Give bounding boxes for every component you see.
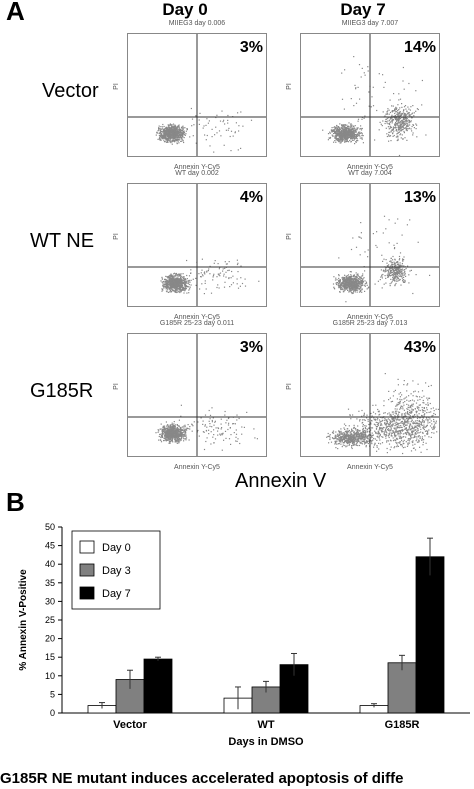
percent-label: 4% [239,189,263,206]
flow-plot-wt-day0: WT day 0.002 4% Annexin Y-Cy5 PI [113,170,267,321]
y-axis-title: % Annexin V-Positive [18,569,29,671]
plot-title: WT day 7.004 [348,170,392,177]
percent-label: 13% [403,189,436,206]
y-axis-label: PI [285,83,293,90]
x-axis-title: Days in DMSO [228,736,304,748]
bar-chart: 0 5 10 15 20 25 30 35 40 45 50 % Annexin V-Positive… [18,522,470,748]
day7-heading: Day 7 [340,0,386,19]
y-axis-label: PI [112,383,120,390]
scatter-cloud [127,333,267,457]
x-axis-label: Annexin Y-Cy5 [347,314,393,321]
y-tick-label: 25 [45,615,55,625]
scatter-cloud [300,33,440,157]
category-label: WT [257,719,274,731]
percent-label: 3% [239,339,263,356]
legend-swatch [79,586,95,600]
row-label-wt: WT NE [30,230,95,252]
figure-caption: G185R NE mutant induces accelerated apop… [0,770,404,787]
flow-plot-g185r-day0: G185R 25-23 day 0.011 3% Annexin Y-Cy5 P… [113,320,267,471]
scatter-cloud [300,333,440,457]
y-tick-label: 20 [45,634,55,644]
plot-title: G185R 25-23 day 0.011 [159,320,235,327]
legend-label: Day 3 [102,565,131,577]
flow-plot-vector-day7: MIIEG3 day 7.007 14% Annexin Y-Cy5 PI [286,20,440,171]
y-tick-label: 5 [50,689,55,699]
row-label-g185r: G185R [30,380,94,402]
y-tick-label: 30 [45,596,55,606]
panel-b-letter: B [6,487,25,517]
y-axis-label: PI [112,233,120,240]
x-axis-label: Annexin Y-Cy5 [347,164,393,171]
x-axis-label: Annexin Y-Cy5 [174,164,220,171]
legend-label: Day 7 [102,588,131,600]
x-axis-label: Annexin Y-Cy5 [174,314,220,321]
y-axis-label: PI [285,383,293,390]
day0-heading: Day 0 [162,0,208,19]
annexin-v-axis-title: Annexin V [235,470,327,492]
panel-a-letter: A [6,0,25,26]
plot-title: WT day 0.002 [175,170,219,177]
scatter-cloud [127,183,267,307]
x-axis-label: Annexin Y-Cy5 [347,464,393,471]
category-label: G185R [385,719,420,731]
bar-g185r-day7 [415,556,445,714]
y-axis-label: PI [112,83,120,90]
y-tick-label: 10 [45,671,55,681]
y-tick-label: 35 [45,578,55,588]
y-tick-label: 50 [45,522,55,532]
legend-swatch [79,540,95,554]
y-tick-label: 45 [45,541,55,551]
y-tick-label: 40 [45,559,55,569]
flow-plot-g185r-day7: G185R 25-23 day 7.013 43% Annexin Y-Cy5 … [286,320,440,471]
bar-vector-day7 [143,658,173,714]
x-axis-label: Annexin Y-Cy5 [174,464,220,471]
plot-title: G185R 25-23 day 7.013 [332,320,408,327]
scatter-cloud [127,33,267,157]
y-axis-label: PI [285,233,293,240]
category-label: Vector [113,719,147,731]
flow-plot-wt-day7: WT day 7.004 13% Annexin Y-Cy5 PI [286,170,440,321]
flow-plot-vector-day0: MIIEG3 day 0.006 3% Annexin Y-Cy5 PI [113,20,267,171]
percent-label: 14% [403,39,436,56]
plot-title: MIIEG3 day 0.006 [168,20,226,27]
y-tick-label: 15 [45,652,55,662]
scatter-cloud [300,183,440,307]
legend-label: Day 0 [102,542,131,554]
percent-label: 3% [239,39,263,56]
plot-title: MIIEG3 day 7.007 [341,20,399,27]
percent-label: 43% [403,339,436,356]
bar-wt-day7 [279,664,309,714]
bar-g185r-day3 [387,662,417,714]
legend-swatch [79,563,95,577]
y-tick-label: 0 [50,708,55,718]
row-label-vector: Vector [42,80,99,102]
